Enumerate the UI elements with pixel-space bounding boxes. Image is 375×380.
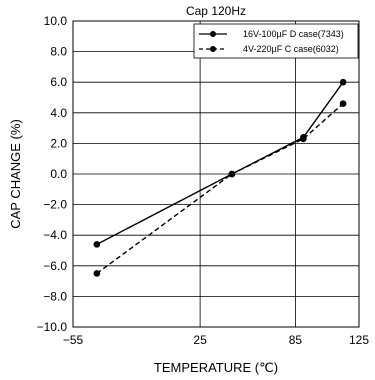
- legend-marker: [210, 46, 216, 52]
- chart-title: Cap 120Hz: [186, 4, 246, 18]
- y-tick-label: 6.0: [50, 75, 67, 89]
- series-line: [96, 103, 344, 275]
- y-tick-label: 10.0: [44, 14, 68, 28]
- x-tick-label: −55: [63, 333, 84, 347]
- y-tick-label: −6.0: [43, 259, 67, 273]
- data-point: [228, 170, 236, 178]
- data-point: [300, 135, 307, 143]
- grid: [73, 21, 359, 327]
- y-tick-label: −10.0: [37, 320, 68, 334]
- plot-series: [93, 78, 347, 277]
- plot-frame: [72, 20, 360, 328]
- x-tick-label: 25: [193, 333, 207, 347]
- y-axis-label: CAP CHANGE (%): [8, 119, 23, 229]
- series-line: [96, 81, 344, 246]
- y-tick-label: 0.0: [50, 167, 67, 181]
- y-tick-label: 4.0: [50, 106, 67, 120]
- data-point: [93, 270, 101, 277]
- data-point: [93, 241, 101, 248]
- legend: 16V-100µF D case(7343) 4V-220µF C case(60…: [193, 23, 359, 59]
- x-axis-label: TEMPERATURE (℃): [154, 360, 278, 375]
- y-tick-label: 8.0: [50, 45, 67, 59]
- legend-marker: [210, 31, 216, 37]
- data-point: [339, 100, 347, 107]
- y-tick-label: −8.0: [43, 289, 67, 303]
- y-tick-label: 2.0: [50, 136, 67, 150]
- x-tick-labels: −55 25 85 125: [63, 333, 370, 347]
- data-point: [339, 78, 347, 86]
- y-tick-label: −4.0: [43, 228, 67, 242]
- legend-label: 4V-220µF C case(6032): [243, 44, 339, 54]
- x-tick-label: 85: [289, 333, 303, 347]
- legend-label: 16V-100µF D case(7343): [243, 29, 344, 39]
- y-tick-label: −2.0: [43, 198, 67, 212]
- legend-box: [193, 23, 359, 59]
- x-tick-label: 125: [349, 333, 369, 347]
- y-tick-labels: 10.0 8.0 6.0 4.0 2.0 0.0 −2.0 −4.0 −6.0 −8.0 −10.0: [37, 14, 68, 334]
